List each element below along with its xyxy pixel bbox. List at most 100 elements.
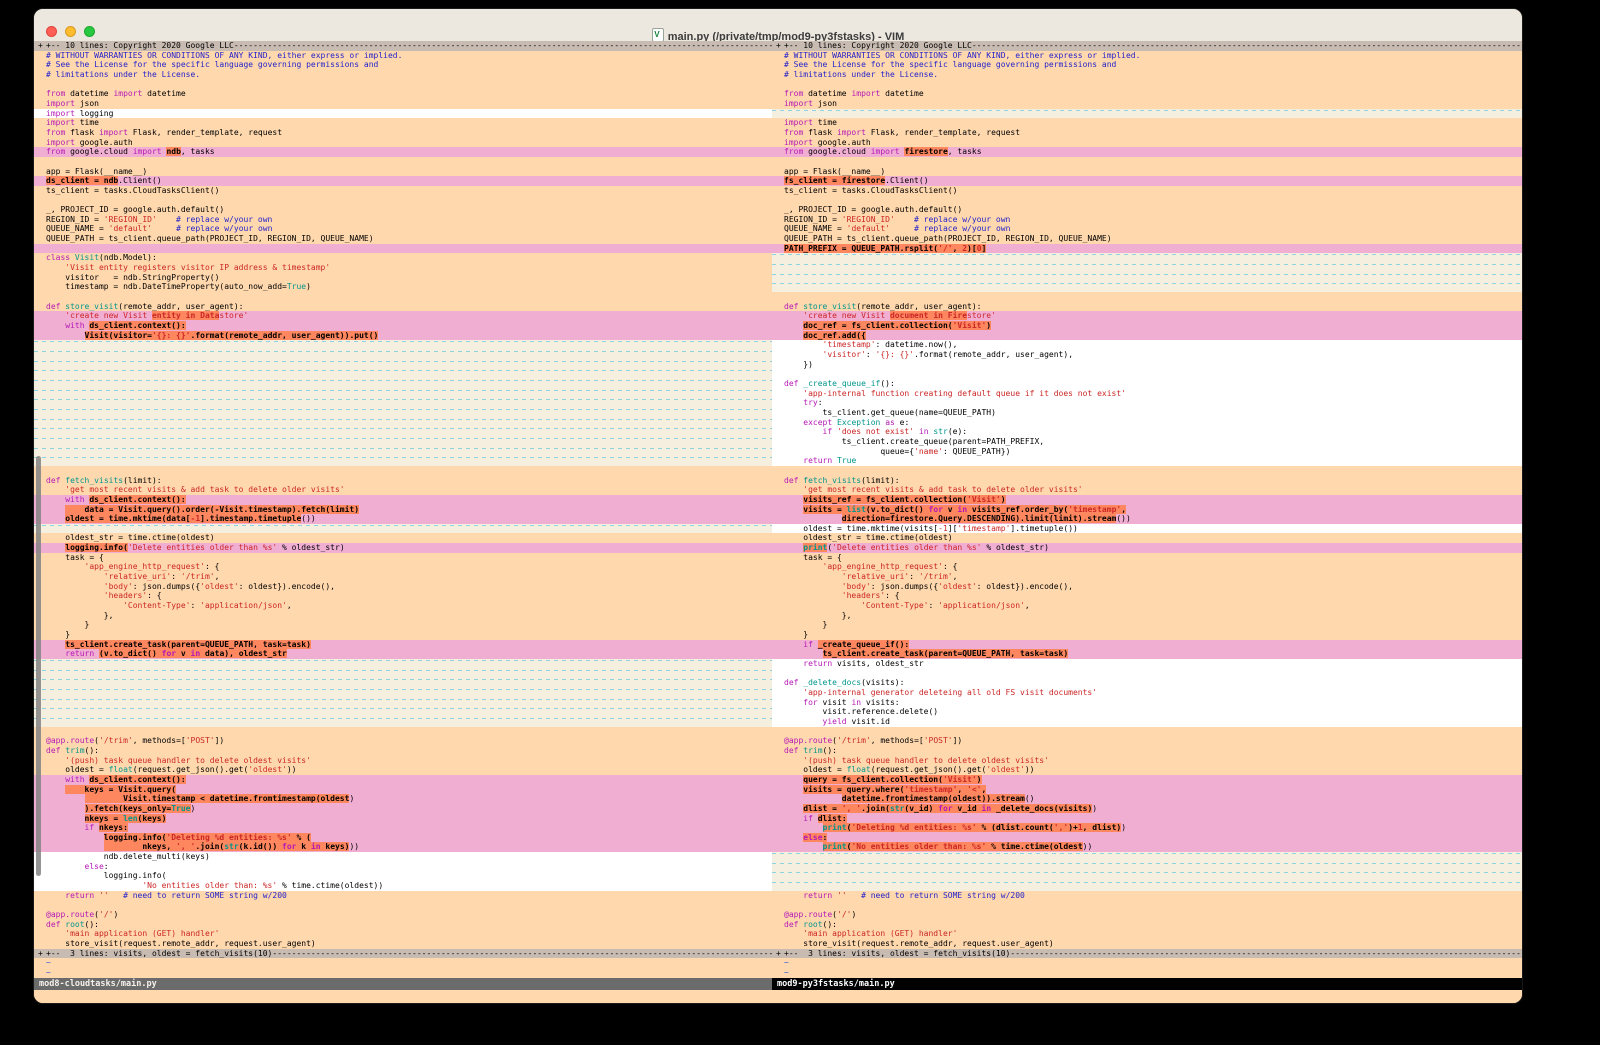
code-row: return (v.to_dict() for v in data), olde…: [34, 649, 772, 659]
code-row: with ds_client.context():: [34, 494, 772, 505]
vimdiff-editor: + +-- 10 lines: Copyright 2020 Google LLC…: [34, 41, 1522, 1003]
minimize-button[interactable]: [65, 26, 76, 37]
code-row: visits = query.where('timestamp', '<',: [772, 784, 1522, 795]
code-row: [34, 350, 772, 360]
code-row: [772, 861, 1522, 872]
code-row: nkeys = len(keys): [34, 813, 772, 824]
code-row: [772, 108, 1522, 119]
code-row: ~: [46, 968, 51, 977]
left-code-area[interactable]: + +-- 10 lines: Copyright 2020 Google LLC…: [34, 41, 772, 978]
zoom-button[interactable]: [84, 26, 95, 37]
code-row: [772, 466, 1522, 476]
code-row: class Visit(ndb.Model):: [46, 253, 157, 263]
code-row: def store_visit(remote_addr, user_agent)…: [46, 301, 244, 311]
code-row: from google.cloud import ndb, tasks: [34, 147, 772, 157]
code-row: def root():: [46, 919, 99, 929]
terminal-window: main.py (/private/tmp/mod9-py3fstasks) -…: [33, 8, 1523, 1004]
code-row: def fetch_visits(limit):: [46, 475, 162, 485]
code-row: [34, 707, 772, 717]
code-row: queue={'name': QUEUE_PATH}): [772, 446, 1522, 457]
code-row: for visit in visits:: [772, 697, 1522, 708]
code-row: import json: [46, 98, 99, 108]
code-row: [772, 272, 1522, 283]
code-row: import google.auth: [46, 137, 133, 147]
code-row: return '' # need to return SOME string w…: [65, 890, 287, 900]
code-row: query = fs_client.collection('Visit'): [772, 774, 1522, 785]
code-row: 'Content-Type': 'application/json',: [861, 601, 1030, 611]
code-row: fs_client = firestore.Client(): [772, 176, 1522, 186]
vim-command-line[interactable]: [34, 990, 1522, 1003]
code-row: }: [784, 630, 809, 640]
code-row: from datetime import datetime: [784, 89, 924, 99]
code-row: def trim():: [784, 745, 837, 755]
scrollbar-thumb[interactable]: [36, 456, 41, 876]
code-row: Visit(visitor='{}: {}'.format(remote_add…: [34, 330, 772, 341]
right-code-area[interactable]: + +-- 10 lines: Copyright 2020 Google LLC…: [772, 41, 1522, 978]
code-row: },: [784, 610, 852, 620]
code-row: # WITHOUT WARRANTIES OR CONDITIONS OF AN…: [784, 50, 1141, 60]
code-row: [772, 80, 1522, 90]
code-row: [34, 668, 772, 679]
code-row: 'timestamp': datetime.now(),: [772, 340, 1522, 350]
code-row: 'body': json.dumps({'oldest': oldest}).e…: [103, 581, 335, 591]
code-row: Visit.timestamp < datetime.fromtimestamp…: [34, 794, 772, 804]
code-row: [34, 417, 772, 428]
code-row: 'No entities older than: %s' % time.ctim…: [34, 881, 772, 891]
code-row: from flask import Flask, render_template…: [784, 127, 1021, 137]
code-row: [34, 243, 772, 254]
code-row: visits_ref = fs_client.collection('Visit…: [772, 494, 1522, 505]
code-row: oldest = time.mktime(visits[-1]['timesta…: [772, 523, 1522, 534]
code-row: ts_client.get_queue(name=QUEUE_PATH): [772, 407, 1522, 418]
code-row: 'get most recent visits & add task to de…: [65, 485, 345, 495]
code-row: [34, 340, 772, 350]
code-row: [34, 687, 772, 698]
code-row: [34, 292, 772, 302]
code-row: import google.auth: [784, 137, 871, 147]
left-status-bar: mod8-cloudtasks/main.py: [34, 977, 772, 991]
code-row: direction=firestore.Query.DESCENDING).li…: [772, 514, 1522, 524]
code-row: [772, 253, 1522, 264]
code-row: from datetime import datetime: [46, 89, 186, 99]
code-row: def store_visit(remote_addr, user_agent)…: [784, 301, 982, 311]
code-row: [34, 900, 772, 910]
code-row: if _create_queue_if():: [772, 639, 1522, 650]
code-row: PATH_PREFIX = QUEUE_PATH.rsplit('/', 2)[…: [772, 243, 1522, 254]
code-row: # See the License for the specific langu…: [784, 60, 1117, 70]
code-row: @app.route('/trim', methods=['POST']): [46, 736, 225, 746]
code-row: visitor = ndb.StringProperty(): [46, 272, 220, 282]
code-row: [34, 697, 772, 708]
code-row: [772, 263, 1522, 273]
code-row: }: [46, 630, 71, 640]
code-row: with ds_client.context():: [34, 774, 772, 785]
code-row: },: [46, 610, 114, 620]
code-row: 'body': json.dumps({'oldest': oldest}).e…: [841, 581, 1073, 591]
code-row: [34, 378, 772, 389]
code-row: [772, 900, 1522, 910]
code-row: 'main application (GET) handler': [65, 929, 220, 939]
code-row: '(push) task queue handler to delete old…: [65, 755, 311, 765]
code-row: ts_client.create_task(parent=QUEUE_PATH,…: [34, 639, 772, 650]
code-row: 'get most recent visits & add task to de…: [803, 485, 1083, 495]
code-row: if 'does not exist' in str(e):: [772, 427, 1522, 437]
left-pane-mod8[interactable]: + +-- 10 lines: Copyright 2020 Google LLC…: [34, 41, 772, 1003]
right-pane-mod9[interactable]: + +-- 10 lines: Copyright 2020 Google LLC…: [772, 41, 1522, 1003]
close-button[interactable]: [46, 26, 57, 37]
code-row: logging.info('Deleting %d entities: %s' …: [34, 832, 772, 843]
code-row: with ds_client.context():: [34, 321, 772, 331]
code-row: ~: [784, 968, 789, 977]
code-row: [772, 157, 1522, 167]
code-row: app = Flask(__name__): [46, 166, 148, 176]
title-bar: main.py (/private/tmp/mod9-py3fstasks) -…: [34, 9, 1522, 43]
traffic-lights: [46, 26, 95, 37]
code-row: 'app-internal function creating default …: [772, 388, 1522, 399]
code-row: [772, 282, 1522, 293]
code-row: # limitations under the License.: [46, 69, 201, 79]
code-row: data = Visit.query().order(-Visit.timest…: [34, 504, 772, 515]
vim-doc-icon: [651, 28, 664, 42]
code-row: task = {: [46, 552, 104, 562]
code-row: @app.route('/trim', methods=['POST']): [784, 736, 963, 746]
code-row: QUEUE_PATH = ts_client.queue_path(PROJEC…: [784, 234, 1112, 244]
code-row: from google.cloud import firestore, task…: [772, 147, 1522, 157]
code-row: ~: [784, 958, 789, 968]
